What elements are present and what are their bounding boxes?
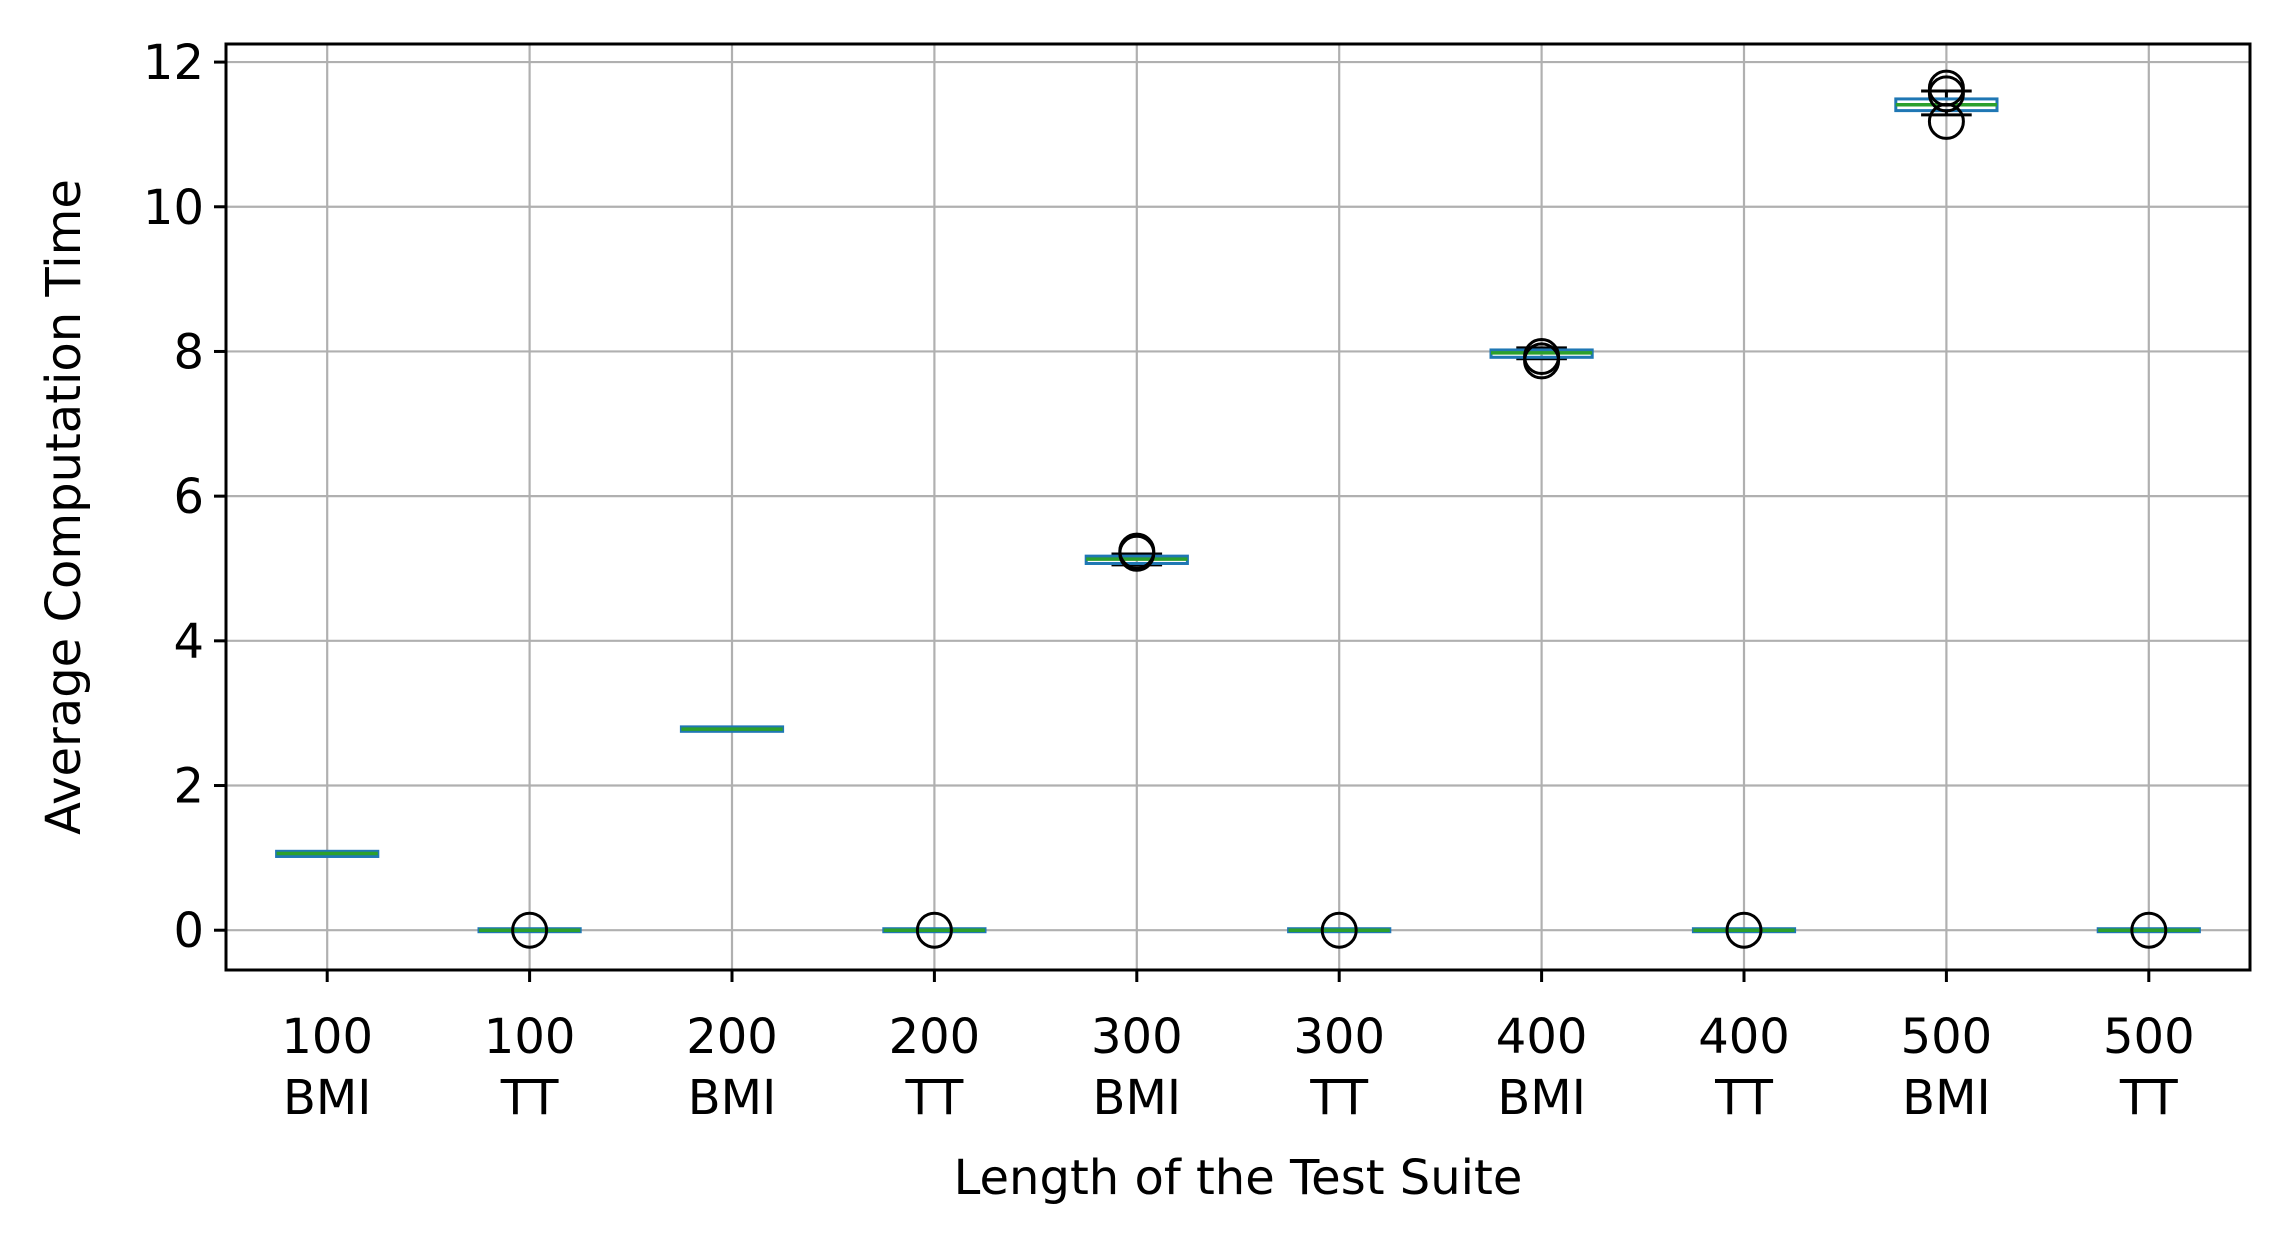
box-300-BMI (1084, 532, 1189, 572)
x-tick-label-line1: 400 (1496, 1009, 1588, 1065)
box-200-BMI (679, 725, 785, 733)
x-tick-label-line2: BMI (1093, 1070, 1182, 1126)
box-400-BMI (1489, 338, 1594, 380)
box-500-TT (2096, 911, 2201, 949)
flier-point (2130, 911, 2168, 949)
x-tick-label-line1: 400 (1698, 1009, 1790, 1065)
x-tick-label-line1: 100 (281, 1009, 373, 1065)
box-100-BMI (275, 849, 380, 858)
flier-point (1320, 911, 1358, 949)
y-tick-label: 0 (173, 903, 204, 959)
x-tick-label-line2: TT (500, 1070, 559, 1126)
y-axis: 0 2 4 6 8 10 12 (143, 35, 226, 959)
box-500-BMI (1894, 69, 1999, 140)
x-tick-label-line1: 500 (1901, 1009, 1993, 1065)
x-tick-label-line2: TT (1309, 1070, 1368, 1126)
flier-point (511, 911, 549, 949)
y-tick-label: 4 (173, 614, 204, 670)
x-tick-label-line2: BMI (283, 1070, 372, 1126)
flier-point (1927, 102, 1965, 140)
grid-lines (226, 44, 2250, 970)
x-tick-label-line1: 300 (1091, 1009, 1183, 1065)
x-tick-label-line1: 100 (484, 1009, 576, 1065)
flier-point (1927, 75, 1965, 113)
x-axis: 100BMI100TT200BMI200TT300BMI300TT400BMI4… (281, 970, 2195, 1126)
x-tick-label-line1: 200 (889, 1009, 981, 1065)
x-tick-label-line2: TT (2119, 1070, 2178, 1126)
y-tick-label: 6 (173, 469, 204, 525)
flier-point (1118, 534, 1156, 572)
x-tick-label-line2: BMI (688, 1070, 777, 1126)
x-tick-label-line1: 200 (686, 1009, 778, 1065)
x-tick-label-line2: TT (905, 1070, 964, 1126)
x-tick-label-line2: BMI (1497, 1070, 1586, 1126)
boxes (275, 69, 2201, 949)
x-tick-label-line1: 300 (1293, 1009, 1385, 1065)
flier-point (1523, 338, 1561, 376)
x-tick-label-line2: BMI (1902, 1070, 1991, 1126)
plot-frame (224, 42, 2252, 972)
y-tick-label: 8 (173, 324, 204, 380)
x-tick-label-line1: 500 (2103, 1009, 2195, 1065)
flier-point (915, 911, 953, 949)
y-tick-label: 2 (173, 759, 204, 815)
x-axis-label: Length of the Test Suite (954, 1150, 1523, 1206)
x-tick-label-line2: TT (1714, 1070, 1773, 1126)
box-100-TT (477, 911, 582, 949)
box-200-TT (882, 911, 987, 949)
box-300-TT (1287, 911, 1392, 949)
box-400-TT (1691, 911, 1797, 949)
y-tick-label: 10 (143, 180, 204, 236)
y-axis-label: Average Computation Time (36, 179, 92, 835)
y-tick-label: 12 (143, 35, 204, 91)
flier-point (1725, 911, 1763, 949)
